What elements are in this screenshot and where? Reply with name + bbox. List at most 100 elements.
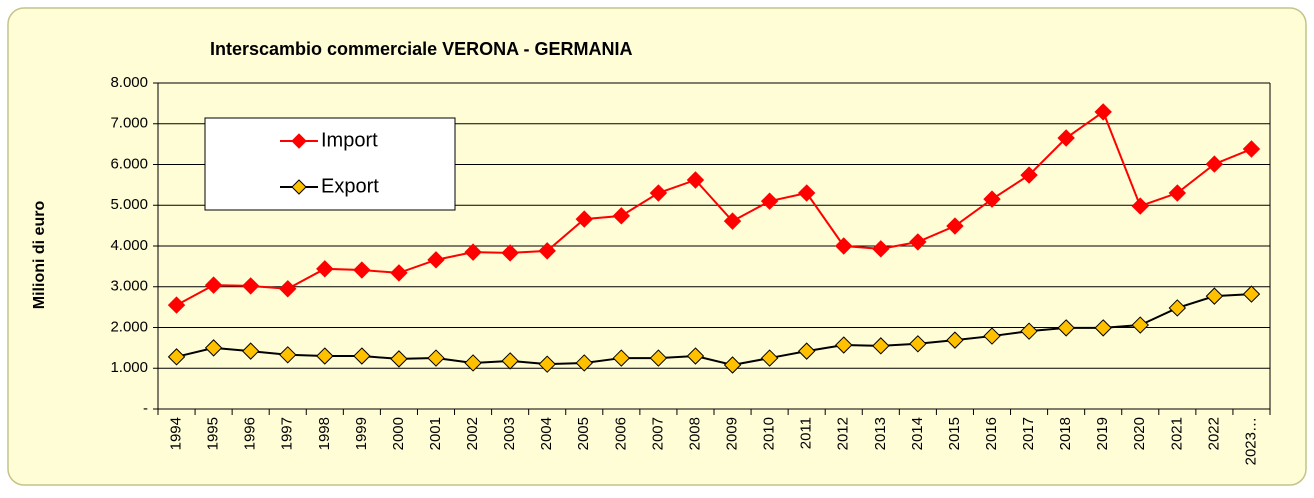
data-point: [464, 354, 482, 372]
data-point: [686, 347, 705, 365]
x-tick-label: 2001: [427, 417, 444, 450]
data-point: [316, 347, 334, 365]
data-point: [390, 264, 408, 282]
data-point: [167, 348, 186, 366]
y-tick-label: 7.000: [110, 115, 148, 132]
data-point: [946, 217, 964, 235]
data-point: [797, 184, 816, 202]
legend-label: Export: [321, 175, 379, 197]
data-point: [760, 349, 779, 367]
x-tick-label: 2017: [1020, 417, 1037, 450]
data-point: [1168, 299, 1187, 317]
y-tick-label: 6.000: [110, 155, 148, 172]
data-point: [835, 237, 853, 255]
data-point: [501, 352, 519, 370]
data-point: [649, 349, 668, 367]
data-point: [1205, 155, 1224, 173]
x-tick-label: 2022: [1205, 417, 1222, 450]
data-point: [723, 212, 742, 230]
data-point: [538, 355, 556, 373]
data-point: [872, 240, 890, 258]
x-tick-label: 1994: [168, 417, 185, 450]
y-tick-label: 5.000: [110, 196, 148, 213]
y-tick-label: -: [143, 400, 148, 417]
data-point: [167, 296, 186, 314]
data-point: [1057, 129, 1075, 147]
data-point: [1131, 197, 1149, 215]
data-point: [1020, 166, 1038, 184]
data-point: [204, 339, 223, 357]
data-point: [279, 280, 297, 298]
x-tick-label: 2019: [1094, 417, 1111, 450]
legend-marker: [291, 179, 307, 195]
x-tick-label: 2010: [761, 417, 778, 450]
data-point: [1242, 140, 1261, 158]
data-point: [204, 276, 223, 294]
data-point: [872, 337, 890, 355]
chart-title: Interscambio commerciale VERONA - GERMAN…: [210, 39, 632, 59]
data-point: [909, 233, 927, 251]
x-tick-label: 2005: [575, 417, 592, 450]
x-tick-label: 2021: [1168, 417, 1185, 450]
x-tick-label: 2007: [649, 417, 666, 450]
x-tick-label: 1995: [205, 417, 222, 450]
y-tick-label: 8.000: [110, 74, 148, 91]
x-tick-label: 2003: [501, 417, 518, 450]
data-point: [464, 243, 482, 261]
data-point: [575, 210, 593, 228]
data-point: [797, 342, 816, 360]
x-tick-label: 2013: [872, 417, 889, 450]
y-tick-label: 2.000: [110, 318, 148, 335]
data-point: [575, 354, 593, 372]
data-point: [909, 335, 927, 353]
data-point: [538, 242, 556, 260]
data-point: [649, 184, 668, 202]
y-tick-label: 4.000: [110, 237, 148, 254]
data-point: [353, 261, 371, 279]
x-tick-label: 1996: [242, 417, 259, 450]
legend: [204, 117, 456, 211]
x-tick-label: 2011: [798, 417, 815, 449]
data-point: [1131, 316, 1149, 334]
data-point: [760, 192, 779, 210]
x-tick-label: 2008: [686, 417, 703, 450]
x-tick-label: 2023…: [1242, 417, 1259, 465]
x-tick-label: 1997: [279, 417, 296, 450]
data-point: [1094, 103, 1112, 121]
y-tick-label: 3.000: [110, 278, 148, 295]
data-point: [1242, 285, 1261, 303]
data-point: [427, 251, 445, 269]
x-tick-label: 2014: [909, 417, 926, 450]
y-tick-label: 1.000: [110, 359, 148, 376]
data-point: [1205, 287, 1224, 305]
data-point: [241, 277, 260, 295]
data-point: [316, 260, 334, 278]
data-point: [427, 349, 445, 367]
x-tick-label: 2000: [390, 417, 407, 450]
data-point: [1094, 319, 1112, 337]
x-tick-label: 2002: [464, 417, 481, 450]
y-axis-label: Milioni di euro: [31, 201, 48, 310]
data-point: [983, 190, 1001, 208]
data-point: [686, 171, 705, 189]
x-tick-label: 1998: [316, 417, 333, 450]
data-point: [390, 350, 408, 368]
data-point: [723, 356, 742, 374]
legend-label: Import: [321, 129, 378, 151]
data-point: [501, 244, 519, 262]
data-point: [353, 347, 371, 365]
data-point: [1020, 322, 1038, 340]
data-point: [279, 346, 297, 364]
data-point: [1168, 184, 1187, 202]
data-point: [835, 336, 853, 354]
x-tick-label: 2012: [835, 417, 852, 450]
data-point: [946, 331, 964, 349]
x-tick-label: 2018: [1057, 417, 1074, 450]
x-tick-label: 2016: [983, 417, 1000, 450]
data-point: [612, 349, 631, 367]
x-tick-label: 2015: [946, 417, 963, 450]
x-tick-label: 2006: [612, 417, 629, 450]
data-point: [1057, 319, 1075, 337]
x-tick-label: 2009: [724, 417, 741, 450]
